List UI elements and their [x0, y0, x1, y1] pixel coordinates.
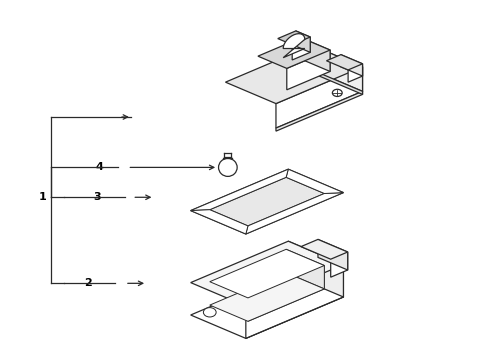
Polygon shape: [301, 239, 348, 259]
Polygon shape: [191, 169, 343, 234]
Polygon shape: [331, 252, 348, 277]
Polygon shape: [191, 169, 288, 211]
Polygon shape: [283, 33, 305, 58]
Polygon shape: [248, 266, 324, 321]
Polygon shape: [225, 45, 363, 104]
Text: 1: 1: [39, 192, 47, 202]
Polygon shape: [278, 31, 310, 45]
Polygon shape: [341, 55, 363, 76]
Polygon shape: [246, 193, 343, 234]
Polygon shape: [258, 38, 330, 68]
Text: 4: 4: [96, 162, 103, 172]
Ellipse shape: [219, 158, 237, 176]
Polygon shape: [191, 274, 343, 338]
Polygon shape: [276, 67, 363, 128]
Polygon shape: [287, 50, 330, 90]
Text: 3: 3: [93, 192, 101, 202]
Polygon shape: [246, 265, 343, 338]
Polygon shape: [191, 210, 248, 234]
Polygon shape: [312, 70, 363, 94]
Text: 2: 2: [84, 278, 92, 288]
Polygon shape: [326, 55, 363, 70]
Polygon shape: [348, 64, 363, 82]
Polygon shape: [286, 169, 343, 194]
Polygon shape: [288, 241, 343, 297]
Polygon shape: [210, 273, 324, 321]
Polygon shape: [276, 91, 363, 131]
Polygon shape: [286, 249, 324, 289]
Polygon shape: [312, 45, 363, 91]
Polygon shape: [210, 177, 324, 226]
Polygon shape: [210, 249, 324, 298]
Polygon shape: [318, 239, 348, 270]
Circle shape: [203, 307, 216, 317]
Polygon shape: [191, 241, 343, 306]
Polygon shape: [301, 38, 330, 71]
Polygon shape: [292, 37, 310, 60]
Polygon shape: [296, 31, 310, 52]
Circle shape: [332, 89, 342, 96]
